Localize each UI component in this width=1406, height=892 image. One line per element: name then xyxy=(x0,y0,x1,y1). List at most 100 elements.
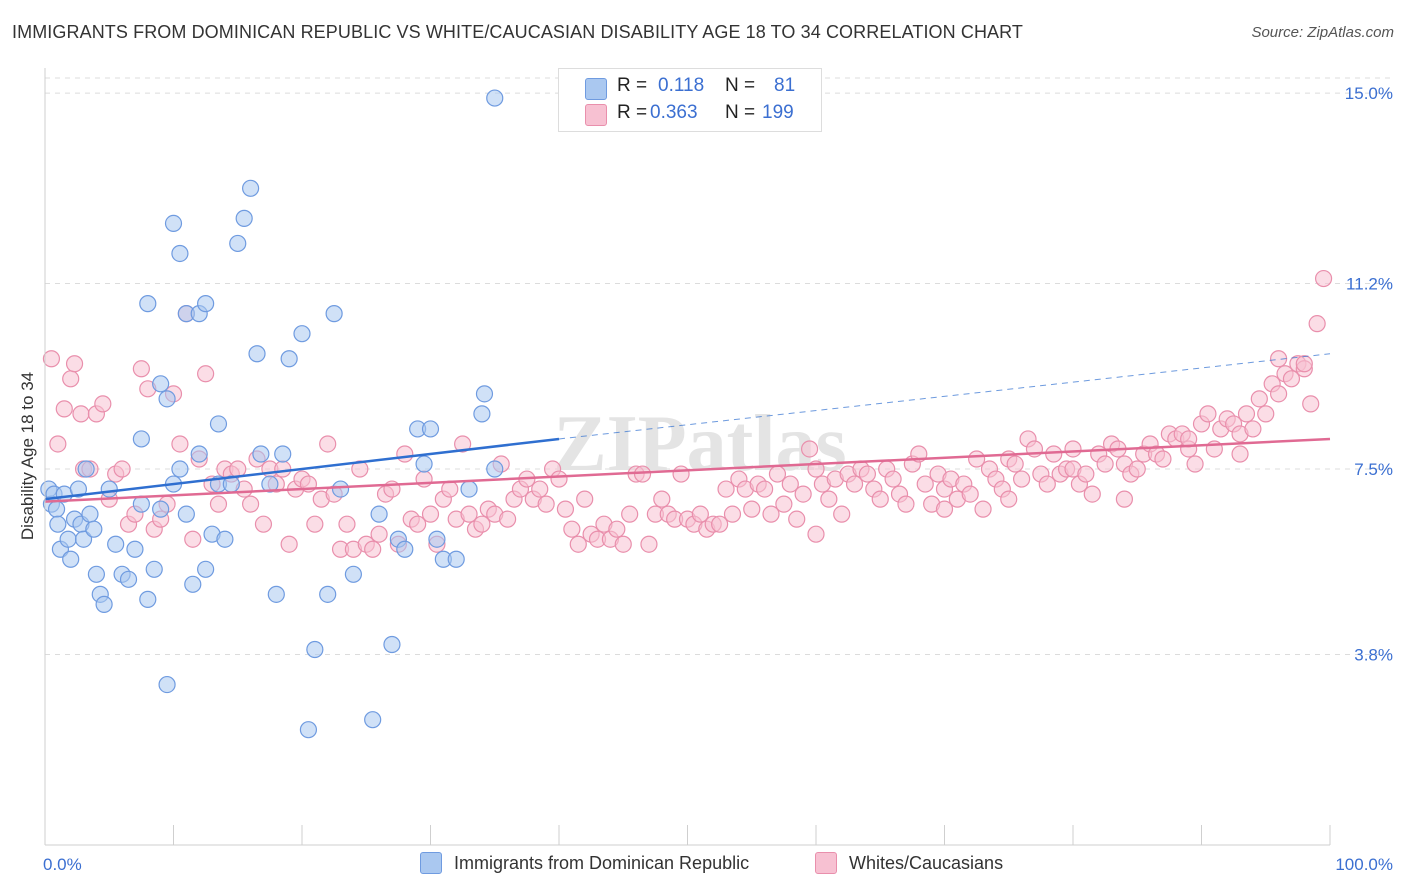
data-point xyxy=(781,475,799,493)
data-point xyxy=(119,570,138,588)
data-point xyxy=(47,500,66,518)
data-point xyxy=(145,560,163,578)
data-point xyxy=(833,505,851,523)
data-point xyxy=(177,505,195,523)
data-point xyxy=(59,530,77,548)
data-point xyxy=(152,500,170,518)
data-point xyxy=(473,405,491,423)
data-point xyxy=(261,475,279,493)
data-point xyxy=(100,480,118,498)
stats-legend: R = 0.118 N = 81 R = 0.363 N = 199 xyxy=(558,68,822,132)
data-point xyxy=(820,490,838,508)
data-point xyxy=(132,495,150,513)
data-point xyxy=(274,460,292,478)
data-point xyxy=(274,445,292,463)
y-tick-label: 3.8% xyxy=(1354,646,1393,665)
data-point xyxy=(42,350,61,368)
data-point xyxy=(897,495,915,513)
data-point xyxy=(364,711,382,729)
source-label: Source: ZipAtlas.com xyxy=(1251,24,1394,41)
data-point xyxy=(531,480,549,498)
y-tick-label: 15.0% xyxy=(1345,84,1393,103)
data-point xyxy=(633,465,652,483)
y-tick-label: 11.2% xyxy=(1346,275,1393,294)
trend-lines xyxy=(44,353,1331,503)
data-point xyxy=(81,505,99,523)
data-point xyxy=(65,355,84,373)
data-point xyxy=(788,510,806,528)
data-point xyxy=(87,565,106,583)
data-point xyxy=(717,480,735,498)
data-point xyxy=(55,400,73,418)
data-point xyxy=(396,540,414,558)
data-point xyxy=(743,500,761,518)
n-value: 81 xyxy=(774,75,796,96)
data-point xyxy=(1231,445,1249,463)
data-point xyxy=(556,500,575,518)
data-point xyxy=(77,460,95,478)
data-point xyxy=(107,535,125,553)
data-point xyxy=(280,350,298,368)
data-point xyxy=(164,214,183,232)
data-point xyxy=(85,520,103,538)
data-point xyxy=(672,465,690,483)
gridlines xyxy=(45,77,1390,656)
data-point xyxy=(486,89,504,107)
y-tick-label: 7.5% xyxy=(1354,460,1393,479)
data-point xyxy=(961,485,979,503)
data-point xyxy=(614,535,632,553)
data-point xyxy=(139,295,157,313)
data-point xyxy=(171,435,189,453)
data-point xyxy=(396,445,414,463)
legend-swatch-pink xyxy=(585,104,607,126)
r-value: 0.363 xyxy=(650,102,698,123)
data-point xyxy=(254,515,273,533)
data-point xyxy=(653,490,671,508)
data-point xyxy=(845,475,864,493)
data-point xyxy=(916,475,934,493)
data-point xyxy=(1295,355,1313,373)
data-point xyxy=(1250,390,1268,408)
legend-swatch-pink xyxy=(815,852,837,874)
data-point xyxy=(1115,490,1134,508)
data-point xyxy=(415,455,433,473)
x-tick-label: 0.0% xyxy=(43,855,82,874)
data-point xyxy=(280,535,298,553)
data-point xyxy=(576,490,594,508)
data-point xyxy=(158,675,176,694)
data-point xyxy=(370,525,388,543)
data-point xyxy=(197,560,215,578)
data-point xyxy=(72,405,90,423)
data-point xyxy=(1244,420,1262,438)
data-point xyxy=(306,515,324,533)
data-point xyxy=(775,495,793,513)
data-point xyxy=(441,480,459,498)
data-point xyxy=(95,595,113,613)
legend-swatch-blue xyxy=(585,78,607,100)
data-point xyxy=(62,550,80,568)
data-point xyxy=(74,530,93,548)
data-point xyxy=(415,470,433,488)
data-point xyxy=(755,480,774,498)
data-point xyxy=(935,500,954,518)
data-point xyxy=(473,515,491,533)
data-point xyxy=(1154,450,1172,468)
data-point xyxy=(1064,440,1082,458)
data-point xyxy=(338,515,356,533)
data-point xyxy=(242,179,260,197)
data-point xyxy=(331,480,350,498)
data-point xyxy=(794,485,812,503)
legend-label: Immigrants from Dominican Republic xyxy=(454,852,750,873)
data-point xyxy=(248,345,266,363)
dominican-points xyxy=(40,89,504,739)
data-point xyxy=(454,435,472,453)
data-point xyxy=(242,495,260,513)
data-point xyxy=(325,305,343,323)
data-point xyxy=(421,505,440,523)
data-point xyxy=(267,585,285,603)
data-point xyxy=(49,435,67,453)
data-point xyxy=(871,490,889,508)
data-point xyxy=(691,505,709,523)
data-point xyxy=(190,445,208,463)
